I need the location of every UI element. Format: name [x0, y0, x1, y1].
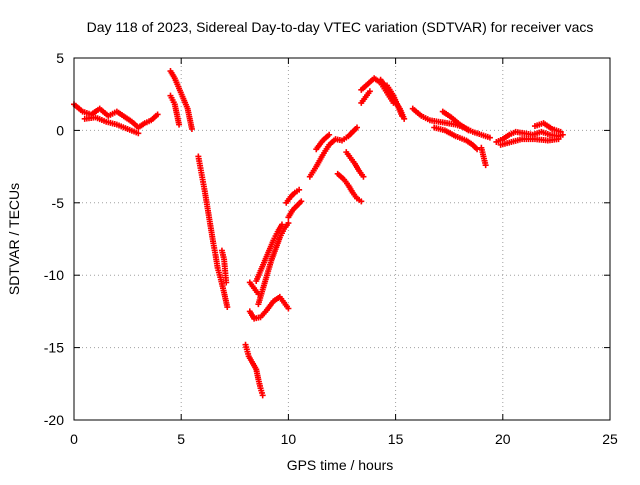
x-tick-label: 25	[602, 431, 618, 447]
data-point	[285, 305, 292, 312]
y-tick-label: -15	[44, 340, 64, 356]
data-point	[188, 125, 195, 132]
grid-layer	[74, 58, 610, 420]
y-tick-label: 0	[56, 122, 64, 138]
data-point	[296, 186, 303, 193]
x-tick-label: 10	[281, 431, 297, 447]
data-point	[557, 128, 564, 135]
data-point	[285, 220, 292, 227]
y-tick-label: -5	[52, 195, 65, 211]
data-point	[555, 136, 562, 143]
y-tick-label: -20	[44, 412, 64, 428]
data-point	[358, 198, 365, 205]
data-point	[278, 221, 285, 228]
x-tick-label: 0	[70, 431, 78, 447]
data-point	[176, 121, 183, 128]
data-point	[223, 279, 230, 286]
plot-frame	[73, 57, 611, 421]
y-axis-title: SDTVAR / TECUs	[6, 183, 22, 295]
data-point	[366, 88, 373, 95]
data-point	[135, 130, 142, 137]
data-point	[298, 198, 305, 205]
data-point	[486, 134, 493, 141]
x-tick-label: 15	[388, 431, 404, 447]
data-point	[399, 112, 406, 119]
data-point	[360, 173, 367, 180]
x-axis-title: GPS time / hours	[287, 457, 394, 473]
data-point	[259, 392, 266, 399]
data-point	[326, 131, 333, 138]
y-tick-label: 5	[56, 50, 64, 66]
data-point	[154, 111, 161, 118]
tick-layer: 0 5 10 15 20 25 5 0 -5 -10 -15 -20	[44, 50, 618, 447]
data-point	[224, 304, 231, 311]
data-point	[354, 124, 361, 131]
data-layer	[71, 68, 566, 399]
chart-title: Day 118 of 2023, Sidereal Day-to-day VTE…	[87, 19, 594, 35]
x-tick-label: 5	[177, 431, 185, 447]
data-point	[482, 162, 489, 169]
data-point	[465, 127, 472, 134]
x-tick-label: 20	[495, 431, 511, 447]
y-tick-label: -10	[44, 267, 64, 283]
